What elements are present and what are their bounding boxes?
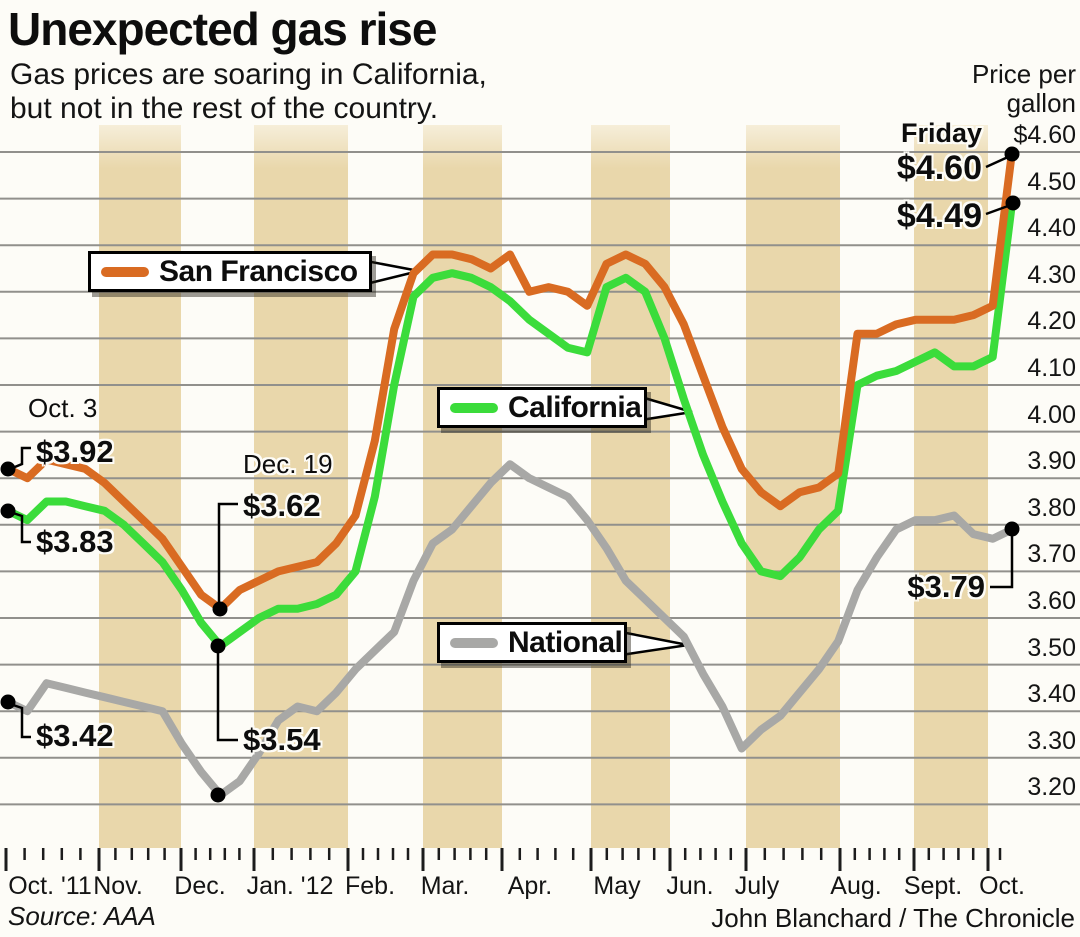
y-axis-label: 3.20: [1027, 773, 1076, 802]
y-axis-title-line-2: gallon: [1006, 88, 1076, 118]
x-axis-label: Dec.: [174, 872, 226, 900]
series-line-california: [4, 199, 1016, 650]
x-axis-label: Aug.: [830, 872, 882, 900]
legend-swatch-icon: [450, 402, 498, 413]
x-axis-label: Sept.: [903, 872, 963, 900]
chart-subtitle: Gas prices are soaring in California, bu…: [10, 58, 487, 126]
legend-label: National: [508, 625, 623, 659]
y-axis-label: 4.40: [1027, 214, 1076, 243]
annotation-label: Friday: [900, 118, 982, 148]
callout-bracket: [9, 510, 31, 544]
data-point-dot: [1004, 521, 1020, 537]
y-axis-label: $4.60: [1013, 121, 1076, 149]
legend-callout-san-francisco: San Francisco: [88, 251, 372, 292]
annotation-label: $3.54: [243, 722, 321, 757]
month-band: [591, 125, 670, 848]
source-label: Source: AAA: [8, 901, 156, 931]
callout-bracket: [217, 502, 238, 606]
x-axis-label: Feb.: [344, 872, 396, 900]
annotation-label: $3.62: [243, 488, 321, 523]
legend-swatch-icon: [450, 637, 498, 648]
x-axis-label: Jun.: [666, 872, 714, 900]
x-axis-label: July: [734, 872, 780, 900]
annotation-label: Dec. 19: [243, 449, 333, 479]
annotation-label: Oct. 3: [28, 393, 98, 423]
page-title: Unexpected gas rise: [8, 3, 437, 55]
callout-bracket: [985, 204, 1009, 216]
x-axis-label: Oct.: [979, 872, 1025, 900]
data-point-dot: [0, 461, 16, 477]
callout-bracket: [216, 650, 238, 742]
legend-swatch-icon: [101, 266, 149, 277]
legend-label: California: [508, 390, 642, 424]
annotation-label: $3.42: [36, 718, 114, 753]
y-axis-label: 3.70: [1027, 540, 1076, 569]
subtitle-line-1: Gas prices are soaring in California,: [10, 58, 487, 91]
data-point-dot: [0, 503, 16, 519]
callout-bracket: [990, 534, 1014, 589]
x-axis-label: Apr.: [507, 872, 553, 900]
x-axis-label: May: [593, 872, 641, 900]
series-line-national: [4, 460, 1016, 800]
x-axis-label: Mar.: [420, 872, 470, 900]
x-axis-label: Jan. '12: [246, 872, 334, 900]
credit-label: John Blanchard / The Chronicle: [711, 903, 1075, 933]
callout-bracket: [9, 446, 31, 471]
y-axis-label: 3.30: [1027, 726, 1076, 755]
series-line-san-francisco: [4, 148, 1016, 613]
y-axis-label: 3.50: [1027, 633, 1076, 662]
y-axis-title: Price per gallon: [972, 60, 1076, 118]
data-point-dot: [210, 638, 226, 654]
x-axis-label: Oct. '11: [8, 872, 92, 900]
legend-label: San Francisco: [159, 254, 358, 288]
subtitle-line-2: but not in the rest of the country.: [10, 92, 439, 125]
y-axis-title-line-1: Price per: [971, 59, 1076, 89]
y-axis-label: 3.60: [1027, 587, 1076, 615]
data-point-dot: [210, 787, 226, 803]
y-axis-label: 4.20: [1027, 307, 1076, 336]
callout-bracket: [985, 155, 1009, 169]
legend-callout-california: California: [437, 387, 647, 428]
y-axis-label: 3.40: [1027, 680, 1076, 709]
y-axis-label: 3.90: [1027, 447, 1076, 476]
data-point-dot: [1005, 195, 1021, 211]
annotation-label: $3.92: [36, 434, 114, 469]
data-point-dot: [1004, 146, 1020, 162]
annotation-label: $4.49: [896, 197, 982, 235]
annotation-label: $4.60: [896, 149, 982, 187]
annotation-label: $3.79: [907, 569, 985, 604]
callout-bracket: [9, 702, 31, 739]
y-axis-label: 4.30: [1027, 260, 1076, 289]
y-axis-label: 4.00: [1027, 400, 1076, 429]
data-point-dot: [212, 601, 228, 617]
y-axis-label: 3.80: [1027, 493, 1076, 522]
y-axis-label: 4.50: [1027, 167, 1076, 196]
data-point-dot: [0, 694, 16, 710]
y-axis-label: 4.10: [1027, 354, 1076, 382]
x-axis-label: Nov.: [93, 872, 143, 900]
annotation-label: $3.83: [36, 524, 114, 559]
legend-callout-national: National: [437, 622, 627, 663]
